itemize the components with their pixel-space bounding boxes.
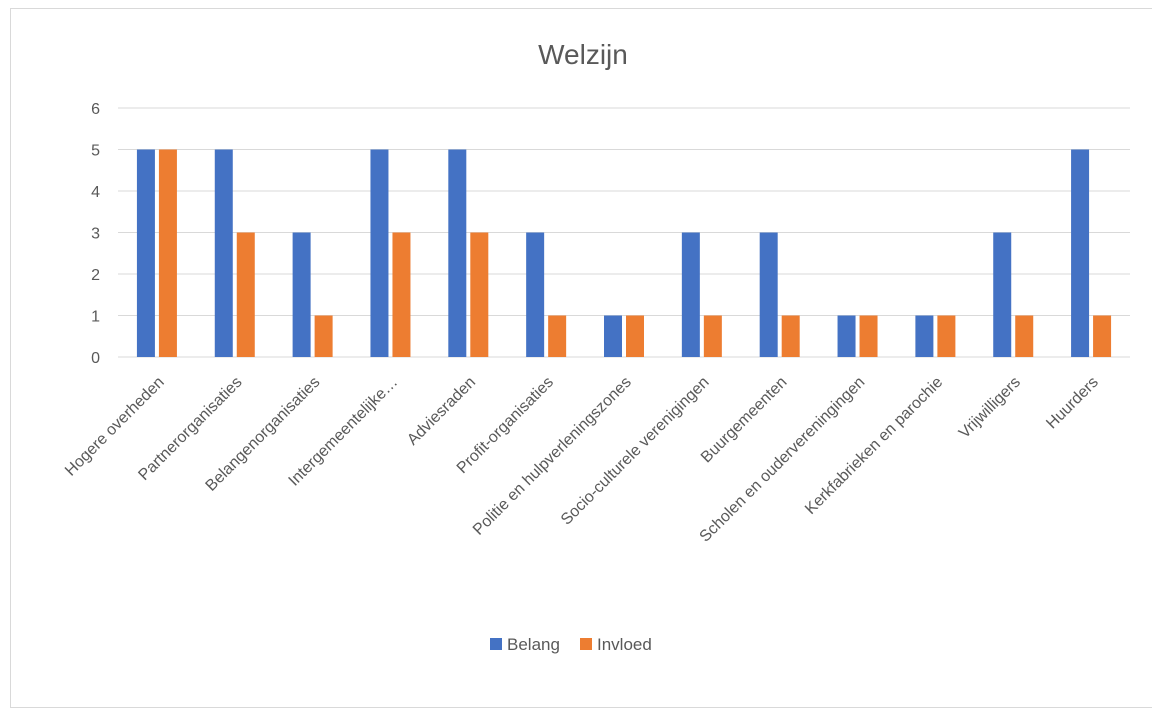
bar-invloed: [470, 232, 489, 357]
bar-belang: [1071, 149, 1090, 357]
chart-frame: [10, 8, 1152, 708]
bar-belang: [915, 315, 934, 357]
bar-invloed: [859, 315, 878, 357]
bar-belang: [681, 232, 700, 357]
y-tick-label: 1: [91, 309, 100, 326]
bar-invloed: [158, 149, 177, 357]
bar-belang: [370, 149, 389, 357]
x-axis-labels: Hogere overhedenPartnerorganisatiesBelan…: [62, 374, 1102, 546]
legend-label: Belang: [507, 635, 560, 654]
y-tick-label: 6: [91, 101, 100, 118]
bar-invloed: [392, 232, 411, 357]
legend-swatch-invloed: [580, 638, 592, 650]
legend-swatch-belang: [490, 638, 502, 650]
bar-invloed: [236, 232, 255, 357]
x-tick-label: Huurders: [1043, 374, 1102, 433]
bar-belang: [837, 315, 856, 357]
bar-invloed: [937, 315, 956, 357]
bar-belang: [993, 232, 1012, 357]
bar-belang: [448, 149, 467, 357]
bar-belang: [526, 232, 545, 357]
y-tick-label: 0: [91, 350, 100, 367]
bar-belang: [292, 232, 311, 357]
bar-invloed: [1093, 315, 1112, 357]
bar-belang: [759, 232, 778, 357]
chart-title: Welzijn: [538, 39, 628, 70]
x-tick-label: Politie en hulpverleningszones: [470, 374, 635, 539]
y-tick-label: 5: [91, 143, 100, 160]
x-tick-label: Kerkfabrieken en parochie: [802, 374, 946, 518]
bar-invloed: [703, 315, 722, 357]
y-axis-ticks: 0 1 2 3 4 5 6: [91, 101, 100, 367]
bar-invloed: [626, 315, 644, 357]
bar-belang: [214, 149, 233, 357]
bar-chart: Welzijn 0 1 2 3 4 5 6 Hogere overhedenPartnero…: [62, 39, 1130, 654]
x-tick-label: Vrijwilligers: [956, 374, 1024, 442]
bar-invloed: [548, 315, 567, 357]
bar-invloed: [314, 315, 333, 357]
gridlines: [118, 107, 1130, 358]
y-tick-label: 2: [91, 267, 100, 284]
x-tick-label: Adviesraden: [404, 374, 479, 449]
y-tick-label: 3: [91, 226, 100, 243]
bar-invloed: [781, 315, 800, 357]
bar-belang: [136, 149, 155, 357]
x-tick-label: Scholen en oudervereningingen: [697, 374, 869, 546]
bars: [136, 149, 1112, 357]
bar-invloed: [1015, 315, 1034, 357]
legend-label: Invloed: [597, 635, 652, 654]
bar-belang: [604, 315, 622, 357]
y-tick-label: 4: [91, 184, 100, 201]
legend: Belang Invloed: [490, 635, 652, 654]
x-tick-label: Socio-culturele verenigingen: [558, 374, 713, 529]
